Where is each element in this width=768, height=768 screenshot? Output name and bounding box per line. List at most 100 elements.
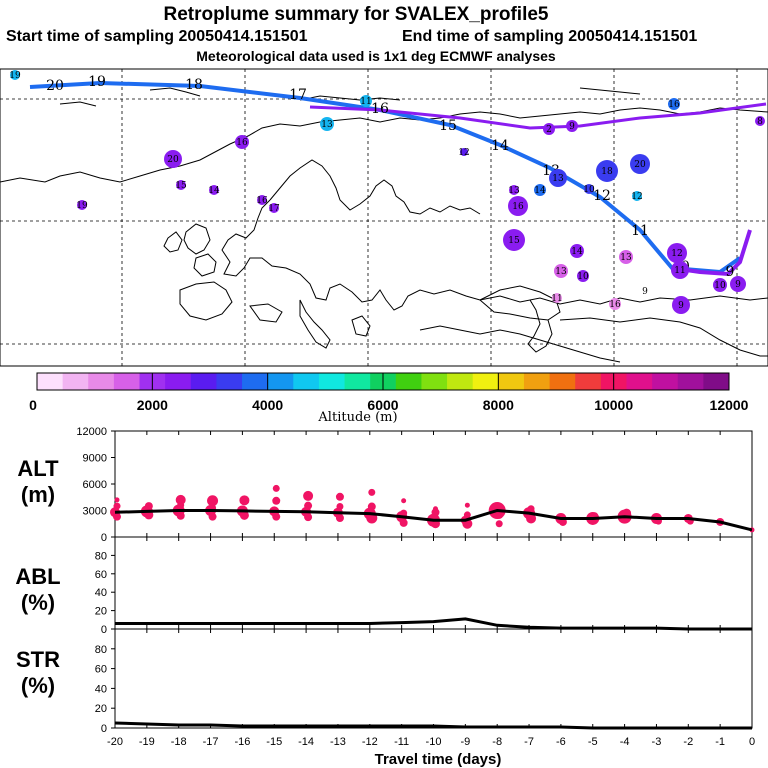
colorbar-cell <box>421 373 448 390</box>
day-marker-label: 14 <box>491 138 509 154</box>
end-time-label: End time of sampling 20050414.151501 <box>402 28 697 45</box>
plume-dot <box>503 229 525 251</box>
y-tick-label: 60 <box>95 664 107 676</box>
colorbar-cell <box>242 373 269 390</box>
colorbar-tick-label: 4000 <box>252 397 283 413</box>
colorbar-cell <box>113 373 141 390</box>
day-marker-label: 17 <box>289 87 307 103</box>
plume-dot <box>577 270 589 282</box>
plume-dot-label: 16 <box>256 196 268 206</box>
alt-scatter-dot <box>176 511 185 520</box>
x-tick-label: -15 <box>266 736 282 748</box>
plume-dot-label: 9 <box>569 122 575 132</box>
abl-series-line <box>115 617 752 631</box>
alt-scatter-dot <box>400 509 408 517</box>
plume-dot-label: 10 <box>714 281 726 291</box>
plume-dot-label: 20 <box>634 160 646 170</box>
str-series-line <box>114 721 752 730</box>
plume-dot <box>584 184 594 194</box>
x-tick-label: -4 <box>620 736 630 748</box>
plume-dot <box>460 148 468 156</box>
plume-dot <box>320 117 334 131</box>
day-marker-label: 11 <box>631 223 649 239</box>
trajectory-purple <box>309 102 767 130</box>
trajectory-purple-end <box>671 229 752 277</box>
alt-scatter-dot <box>463 511 471 519</box>
day-marker-label: 20 <box>46 78 64 94</box>
abl-panel: ABL (%) 0 20 40 60 80 <box>15 536 753 636</box>
alt-scatter-dot <box>113 512 121 521</box>
day-marker-label: 15 <box>439 118 457 134</box>
day-markers: 20191817161514131211109 <box>46 74 734 280</box>
plume-dot-label: 13 <box>552 174 564 184</box>
plume-dot-label: 9 <box>735 280 741 290</box>
plume-dot <box>596 160 618 182</box>
x-tick-label: -14 <box>298 736 314 748</box>
plume-dot <box>269 203 279 213</box>
colorbar-tick-label: 8000 <box>483 397 514 413</box>
day-marker-label: 9 <box>726 264 735 280</box>
plume-dot <box>630 154 650 174</box>
x-tick-label: -3 <box>652 736 662 748</box>
x-tick-label: -1 <box>715 736 725 748</box>
plume-dot <box>549 169 567 187</box>
x-tick-label: -20 <box>107 736 123 748</box>
x-tick-label: -12 <box>362 736 378 748</box>
colorbar-tick-label: 10000 <box>594 397 633 413</box>
colorbar-tick-label: 2000 <box>137 397 168 413</box>
y-tick-label: 20 <box>95 703 107 715</box>
x-tick-label: -11 <box>394 736 409 748</box>
plume-dot-label: 12 <box>671 249 682 259</box>
x-tick-label: -7 <box>524 736 534 748</box>
day-marker-label: 19 <box>88 74 106 90</box>
plume-dot <box>632 191 642 201</box>
plume-dot-label: 17 <box>268 204 280 214</box>
alt-scatter-dot <box>367 502 376 511</box>
plume-dot <box>554 264 568 278</box>
colorbar-cell <box>575 373 602 390</box>
alt-scatter-dot <box>527 505 535 513</box>
y-tick-label: 6000 <box>83 479 107 491</box>
colorbar-tick-label: 0 <box>29 397 37 413</box>
plume-dot <box>667 243 687 263</box>
plume-dot-label: 9 <box>678 301 684 311</box>
y-tick-label: 40 <box>95 587 107 599</box>
plume-dot-label: 16 <box>668 100 680 110</box>
colorbar-cell <box>447 373 474 390</box>
colorbar-cell <box>190 373 217 390</box>
plume-dot-label: 13 <box>555 267 567 277</box>
y-tick-label: 12000 <box>76 426 107 438</box>
plume-dot-label: 9 <box>642 287 648 297</box>
alt-scatter-dot <box>239 495 250 506</box>
x-tick-label: -8 <box>492 736 502 748</box>
plume-dot <box>730 276 746 292</box>
plume-dot-label: 12 <box>458 148 469 158</box>
coastlines <box>0 87 768 363</box>
colorbar-tick-label: 12000 <box>710 397 749 413</box>
alt-scatter-dot <box>304 513 313 522</box>
plume-dot <box>257 195 267 205</box>
plume-dot-label: 12 <box>631 192 642 202</box>
plume-dot <box>235 135 249 149</box>
plume-dot <box>671 261 689 279</box>
alt-scatter-dot <box>464 502 470 508</box>
x-tick-label: -5 <box>588 736 598 748</box>
alt-scatter-dot <box>433 506 438 512</box>
plume-dot-label: 13 <box>508 186 520 196</box>
plume-dot <box>209 185 219 195</box>
plume-dot-label: 13 <box>321 120 333 130</box>
colorbar-cell <box>344 373 371 390</box>
alt-panel-unit: (m) <box>21 482 55 507</box>
colorbar-cell <box>498 373 525 390</box>
alt-scatter-dot <box>304 501 313 510</box>
colorbar-cell <box>267 373 294 390</box>
colorbar-cell <box>62 373 89 390</box>
alt-scatter-dot <box>114 497 120 503</box>
plume-dot-label: 14 <box>571 247 583 257</box>
plume-dot <box>713 278 727 292</box>
x-tick-label: -13 <box>330 736 346 748</box>
alt-scatter-dot <box>272 496 281 505</box>
y-tick-label: 9000 <box>83 453 107 465</box>
plume-dot-label: 19 <box>9 71 21 81</box>
